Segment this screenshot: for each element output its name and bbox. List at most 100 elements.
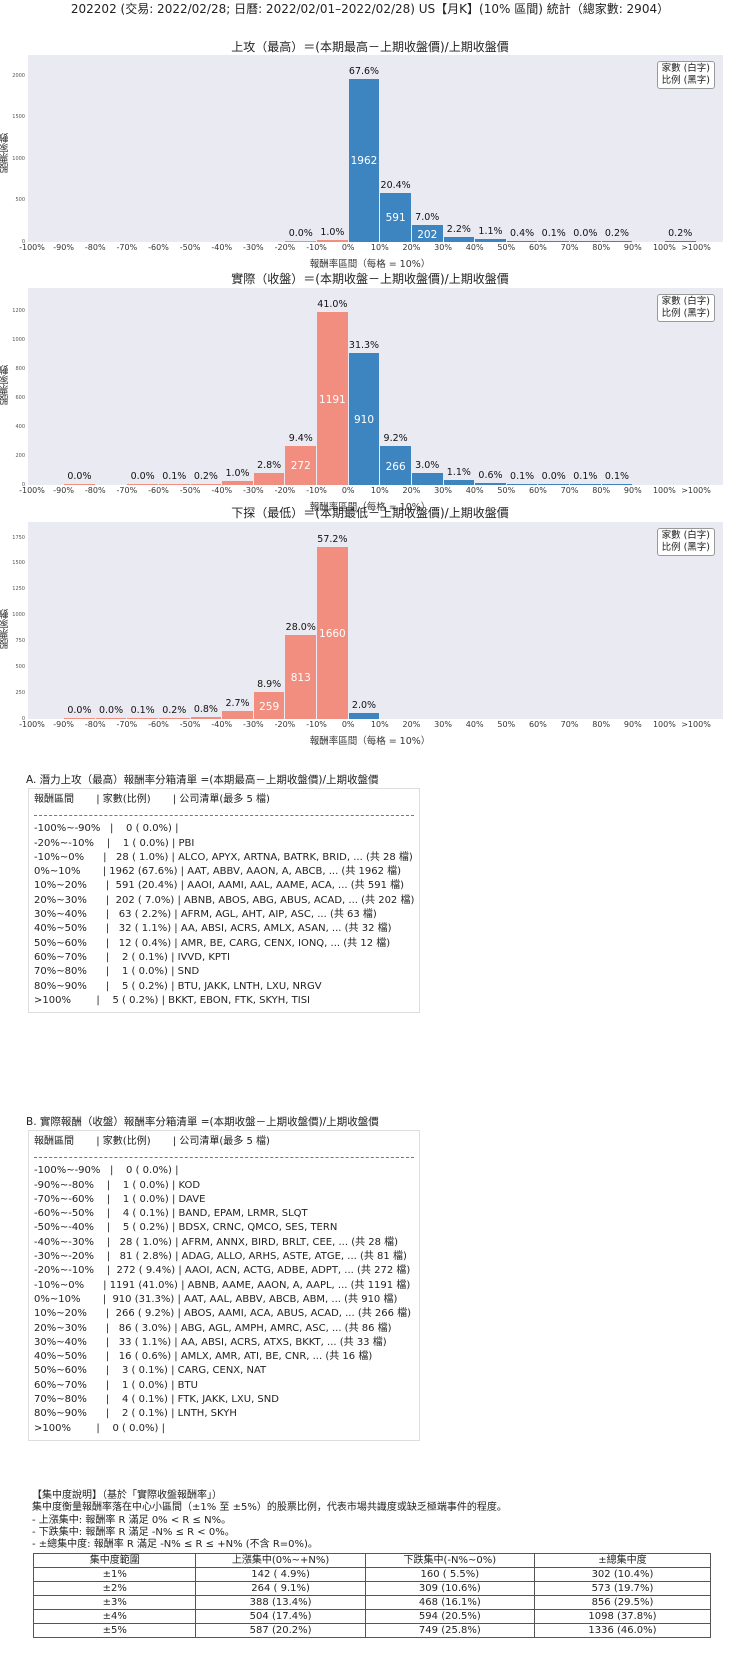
x-tick: >100% [681, 486, 711, 495]
list-item: 30%~40% | 33 ( 1.1%) | AA, ABSI, ACRS, A… [34, 1336, 387, 1348]
list-a-box: 報酬區間 | 家數(比例) | 公司清單(最多 5 檔) -100%~-90% … [28, 788, 420, 1014]
list-item: 70%~80% | 4 ( 0.1%) | FTK, JAKK, LXU, SN… [34, 1394, 279, 1406]
percent-label: 0.1% [604, 470, 630, 482]
list-item: 50%~60% | 12 ( 0.4%) | AMR, BE, CARG, CE… [34, 937, 391, 949]
percent-label: 1.0% [320, 226, 345, 238]
table-cell: 388 (13.4%) [195, 1595, 366, 1610]
divider [34, 815, 414, 817]
column-header: 上漲集中(0%~+N%) [195, 1553, 366, 1568]
list-item: -10%~0% | 1191 (41.0%) | ABNB, AAME, AAO… [34, 1279, 411, 1291]
table-header-row: 集中度範圍 上漲集中(0%~+N%) 下跌集中(-N%~0%) ±總集中度 [32, 1553, 712, 1568]
percent-label: 0.2% [604, 227, 630, 239]
list-item: 40%~50% | 16 ( 0.6%) | AMLX, AMR, ATI, B… [34, 1351, 373, 1363]
y-tick: 1000 [12, 612, 25, 619]
y-tick: 1750 [12, 534, 25, 541]
x-tick: -10% [306, 486, 327, 495]
table-cell: 1098 (37.8%) [533, 1609, 712, 1624]
x-tick: -50% [179, 720, 201, 729]
concentration-title: 【集中度說明】（基於「實際收盤報酬率」） [32, 1490, 222, 1501]
list-item: >100% | 5 ( 0.2%) | BKKT, EBON, FTK, SKY… [34, 994, 311, 1006]
list-a-header: 報酬區間 | 家數(比例) | 公司清單(最多 5 檔) [34, 794, 270, 805]
table-row: ±1% 142 ( 4.9%) 160 ( 5.5%) 302 (10.4%) [32, 1567, 712, 1582]
concentration-desc: 集中度衡量報酬率落在中心小區間（±1% 至 ±5%）的股票比例，代表市場共識度或… [32, 1502, 507, 1514]
x-tick: -100% [19, 720, 45, 729]
percent-label: 0.0% [573, 227, 598, 239]
x-tick: -10% [306, 243, 327, 252]
plot-area: 家數 (白字) 比例 (黑字) 0.0% 0.0% 0.1% 0.2% 0.8% 2.7%… [28, 522, 723, 719]
divider [34, 1157, 414, 1159]
x-tick: 10% [370, 243, 389, 252]
x-tick: 20% [402, 486, 421, 495]
x-tick: 10% [370, 486, 389, 495]
list-item: 80%~90% | 2 ( 0.1%) | LNTH, SKYH [34, 1408, 237, 1420]
histogram-bar [601, 483, 633, 485]
table-cell: 1336 (46.0%) [533, 1623, 712, 1638]
x-tick: 60% [529, 243, 547, 252]
histogram-bar [190, 716, 222, 719]
percent-label: 1.0% [225, 467, 250, 479]
list-item: -90%~-80% | 1 ( 0.0%) | KOD [34, 1179, 201, 1191]
y-tick: 200 [15, 453, 25, 460]
x-axis-label: 報酬率區間（每格 = 10%） [309, 502, 431, 513]
list-item: -30%~-20% | 81 ( 2.8%) | ADAG, ALLO, ARH… [34, 1251, 407, 1263]
histogram-bar [538, 240, 570, 242]
histogram-bar [222, 480, 253, 485]
x-tick: 50% [497, 243, 516, 252]
percent-label: 0.4% [510, 227, 535, 239]
list-item: -100%~-90% | 0 ( 0.0%) | [34, 1165, 179, 1177]
concentration-table-body: ±1% 142 ( 4.9%) 160 ( 5.5%) 302 (10.4%) ±2% 2… [32, 1567, 712, 1638]
histogram-bar [64, 483, 95, 485]
percent-label: 31.3% [348, 340, 380, 352]
y-tick: 600 [15, 395, 25, 402]
histogram-bar [443, 236, 475, 242]
histogram-bar [127, 483, 158, 485]
plot-area: 家數 (白字) 比例 (黑字) 0.0% 0.0% 0.1% 0.2% 1.0% 2.8%… [28, 288, 723, 485]
chart-title: 上攻（最高）＝(本期最高－上期收盤價)/上期收盤價 [231, 40, 509, 54]
y-tick: 0 [21, 716, 25, 722]
x-tick: 70% [560, 243, 579, 252]
x-tick: 100% [652, 243, 676, 252]
list-item: 20%~30% | 86 ( 3.0%) | ABG, AGL, AMPH, A… [34, 1322, 392, 1334]
percent-label: 0.0% [130, 470, 155, 482]
plot-area: 家數 (白字) 比例 (黑字) 0.0% 1.0% 67.6% 1962 20.4% 59… [28, 55, 723, 242]
percent-label: 9.4% [288, 432, 313, 444]
x-tick: 50% [497, 720, 516, 729]
x-tick: -20% [274, 243, 296, 252]
list-item: 10%~20% | 591 (20.4%) | AAOI, AAMI, AAL,… [34, 880, 405, 892]
table-cell: 142 ( 4.9%) [195, 1567, 366, 1582]
x-tick: 70% [560, 486, 579, 495]
list-item: 20%~30% | 202 ( 7.0%) | ABNB, ABOS, ABG,… [34, 894, 415, 906]
percent-label: 0.2% [193, 470, 218, 482]
table-cell: ±4% [32, 1609, 197, 1624]
table-cell: 749 (25.8%) [364, 1623, 535, 1638]
x-tick: 10% [370, 720, 389, 729]
column-header: ±總集中度 [533, 1553, 712, 1568]
x-tick: -70% [116, 720, 138, 729]
histogram-bar [348, 78, 380, 242]
x-tick: -40% [211, 243, 233, 252]
percent-label: 0.0% [98, 704, 124, 716]
histogram-bar [601, 240, 633, 242]
list-item: 10%~20% | 266 ( 9.2%) | ABOS, AAMI, ACA,… [34, 1308, 412, 1320]
percent-label: 57.2% [317, 533, 348, 545]
list-b-title: B. 實際報酬（收盤）報酬率分箱清單 =(本期收盤－上期收盤價)/上期收盤價 [26, 1116, 379, 1128]
histogram-bar [664, 240, 696, 242]
list-item: 80%~90% | 5 ( 0.2%) | BTU, JAKK, LNTH, L… [34, 980, 322, 992]
percent-label: 0.0% [67, 470, 92, 482]
percent-label: 0.1% [130, 704, 155, 716]
x-tick: 40% [465, 486, 484, 495]
chart-high: 上攻（最高）＝(本期最高－上期收盤價)/上期收盤價 股票家數 家數 (白字) 比… [0, 38, 740, 270]
histogram-bar [411, 472, 443, 485]
x-tick: >100% [681, 243, 711, 252]
histogram-bar [64, 717, 95, 719]
x-tick: 40% [465, 720, 484, 729]
y-tick: 500 [15, 664, 25, 671]
histogram-bar [570, 240, 601, 242]
list-item: >100% | 0 ( 0.0%) | [34, 1422, 165, 1434]
x-tick: -50% [179, 243, 201, 252]
table-cell: 160 ( 5.5%) [364, 1567, 535, 1582]
x-axis-label: 報酬率區間（每格 = 10%） [309, 736, 431, 747]
percent-label: 20.4% [380, 179, 411, 191]
histogram-bar [380, 192, 411, 242]
list-item: -70%~-60% | 1 ( 0.0%) | DAVE [34, 1193, 206, 1205]
